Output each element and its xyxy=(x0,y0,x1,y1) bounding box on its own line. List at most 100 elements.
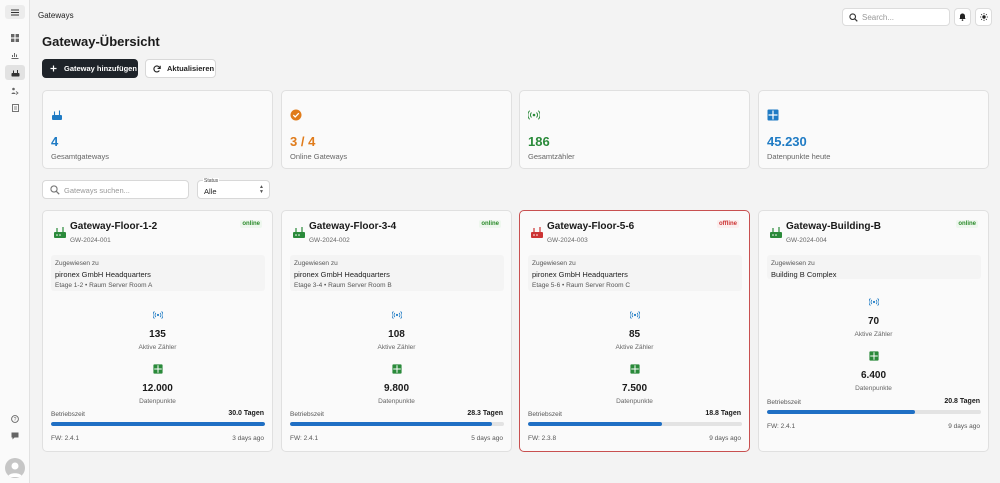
gateway-name: Gateway-Floor-5-6 xyxy=(547,221,635,232)
gateway-search-input[interactable]: Gateways suchen... xyxy=(42,180,189,199)
meters-value: 85 xyxy=(628,329,641,340)
status-select-label: Status xyxy=(203,178,220,184)
signal-icon xyxy=(868,298,879,306)
datapoints-metric: 7.500 Datenpunkte xyxy=(520,361,749,405)
signal-icon xyxy=(391,311,402,319)
gateway-card[interactable]: Gateway-Floor-3-4 GW-2024-002 online Zug… xyxy=(281,210,512,452)
uptime-label: Betriebszeit xyxy=(51,411,85,418)
section-title: Gateways xyxy=(38,11,74,20)
meters-value: 70 xyxy=(867,316,880,327)
gateway-card[interactable]: Gateway-Building-B GW-2024-004 online Zu… xyxy=(758,210,989,452)
add-gateway-button[interactable]: Gateway hinzufügen xyxy=(42,59,138,78)
uptime-progress-fill xyxy=(528,422,663,426)
last-seen: 9 days ago xyxy=(948,423,980,430)
meters-value: 135 xyxy=(149,329,166,340)
meters-metric: 85 Aktive Zähler xyxy=(520,307,749,351)
status-badge: online xyxy=(956,220,978,228)
assigned-to: pironex GmbH Headquarters xyxy=(55,270,151,279)
uptime-value: 20.8 Tagen xyxy=(944,398,980,405)
gateway-search-placeholder: Gateways suchen... xyxy=(64,186,130,195)
check-circle-icon xyxy=(290,109,302,121)
refresh-label: Aktualisieren xyxy=(167,64,215,73)
assignment-box: Zugewiesen zu Building B Complex xyxy=(767,255,981,279)
assigned-to: pironex GmbH Headquarters xyxy=(532,270,628,279)
datapoints-metric: 9.800 Datenpunkte xyxy=(282,361,511,405)
stat-value: 4 xyxy=(51,134,59,149)
datapoints-label: Datenpunkte xyxy=(616,398,653,405)
uptime-value: 18.8 Tagen xyxy=(705,410,741,417)
add-gateway-label: Gateway hinzufügen xyxy=(64,64,137,73)
page-title: Gateway-Übersicht xyxy=(42,34,160,49)
search-input[interactable]: Search... xyxy=(842,8,950,26)
gateway-id: GW-2024-002 xyxy=(309,237,350,244)
notifications-button[interactable] xyxy=(954,8,971,26)
top-bar: Gateways Search... xyxy=(31,0,1000,32)
stat-label: Datenpunkte heute xyxy=(767,152,831,161)
search-placeholder: Search... xyxy=(862,13,895,22)
gateway-name: Gateway-Floor-1-2 xyxy=(70,221,158,232)
stat-card-datapoints-today: 45.230 Datenpunkte heute xyxy=(758,90,989,169)
meters-label: Aktive Zähler xyxy=(854,331,893,338)
select-arrows-icon: ▲ ▼ xyxy=(259,184,264,195)
datapoints-value: 7.500 xyxy=(621,383,648,394)
signal-icon xyxy=(629,311,640,319)
location: Etage 1-2 • Raum Server Room A xyxy=(55,282,153,289)
uptime-progress-bar xyxy=(528,422,742,426)
theme-toggle-button[interactable] xyxy=(975,8,992,26)
grid-icon xyxy=(629,364,640,374)
stat-value: 3 / 4 xyxy=(290,134,316,149)
datapoints-metric: 12.000 Datenpunkte xyxy=(43,361,272,405)
datapoints-label: Datenpunkte xyxy=(378,398,415,405)
feedback-icon[interactable] xyxy=(7,429,23,442)
gateway-card[interactable]: Gateway-Floor-5-6 GW-2024-003 offline Zu… xyxy=(519,210,750,452)
uptime-value: 28.3 Tagen xyxy=(467,410,503,417)
assigned-to: pironex GmbH Headquarters xyxy=(294,270,390,279)
meters-metric: 70 Aktive Zähler xyxy=(759,294,988,338)
meters-label: Aktive Zähler xyxy=(615,344,654,351)
stat-card-total-meters: 186 Gesamtzähler xyxy=(519,90,750,169)
router-online-icon xyxy=(54,227,66,238)
assigned-to: Building B Complex xyxy=(771,270,837,279)
gateway-id: GW-2024-001 xyxy=(70,237,111,244)
firmware-version: FW: 2.4.1 xyxy=(290,435,319,442)
help-icon[interactable]: ? xyxy=(7,412,23,425)
datapoints-label: Datenpunkte xyxy=(139,398,176,405)
uptime-label: Betriebszeit xyxy=(290,411,324,418)
gateway-name: Gateway-Building-B xyxy=(786,221,882,232)
meters-label: Aktive Zähler xyxy=(138,344,177,351)
document-icon[interactable] xyxy=(7,101,23,114)
status-select-value: Alle xyxy=(204,187,217,196)
users-icon[interactable] xyxy=(7,84,23,97)
bell-icon xyxy=(959,13,966,21)
uptime-label: Betriebszeit xyxy=(528,411,562,418)
gateway-nav-icon[interactable] xyxy=(5,65,25,80)
datapoints-metric: 6.400 Datenpunkte xyxy=(759,348,988,392)
uptime-progress-fill xyxy=(51,422,265,426)
gateway-id: GW-2024-003 xyxy=(547,237,588,244)
uptime-progress-bar xyxy=(51,422,265,426)
stat-card-total-gateways: 4 Gesamtgateways xyxy=(42,90,273,169)
datapoints-label: Datenpunkte xyxy=(855,385,892,392)
menu-toggle-icon[interactable] xyxy=(5,5,25,19)
router-online-icon xyxy=(770,227,782,238)
stat-label: Online Gateways xyxy=(290,152,348,161)
grid-icon xyxy=(391,364,402,374)
dashboard-icon[interactable] xyxy=(7,31,23,44)
assignment-box: Zugewiesen zu pironex GmbH Headquarters … xyxy=(51,255,265,291)
uptime-progress-bar xyxy=(290,422,504,426)
chart-icon[interactable] xyxy=(7,48,23,61)
assignment-box: Zugewiesen zu pironex GmbH Headquarters … xyxy=(528,255,742,291)
meters-value: 108 xyxy=(388,329,405,340)
status-select[interactable]: Status Alle ▲ ▼ xyxy=(197,178,270,199)
avatar[interactable] xyxy=(5,458,25,478)
gateway-card[interactable]: Gateway-Floor-1-2 GW-2024-001 online Zug… xyxy=(42,210,273,452)
last-seen: 5 days ago xyxy=(471,435,503,442)
assigned-label: Zugewiesen zu xyxy=(55,260,99,267)
refresh-button[interactable]: Aktualisieren xyxy=(145,59,216,78)
last-seen: 9 days ago xyxy=(709,435,741,442)
grid-icon xyxy=(868,351,879,361)
router-offline-icon xyxy=(531,227,543,238)
firmware-version: FW: 2.4.1 xyxy=(767,423,796,430)
meters-metric: 135 Aktive Zähler xyxy=(43,307,272,351)
assignment-box: Zugewiesen zu pironex GmbH Headquarters … xyxy=(290,255,504,291)
